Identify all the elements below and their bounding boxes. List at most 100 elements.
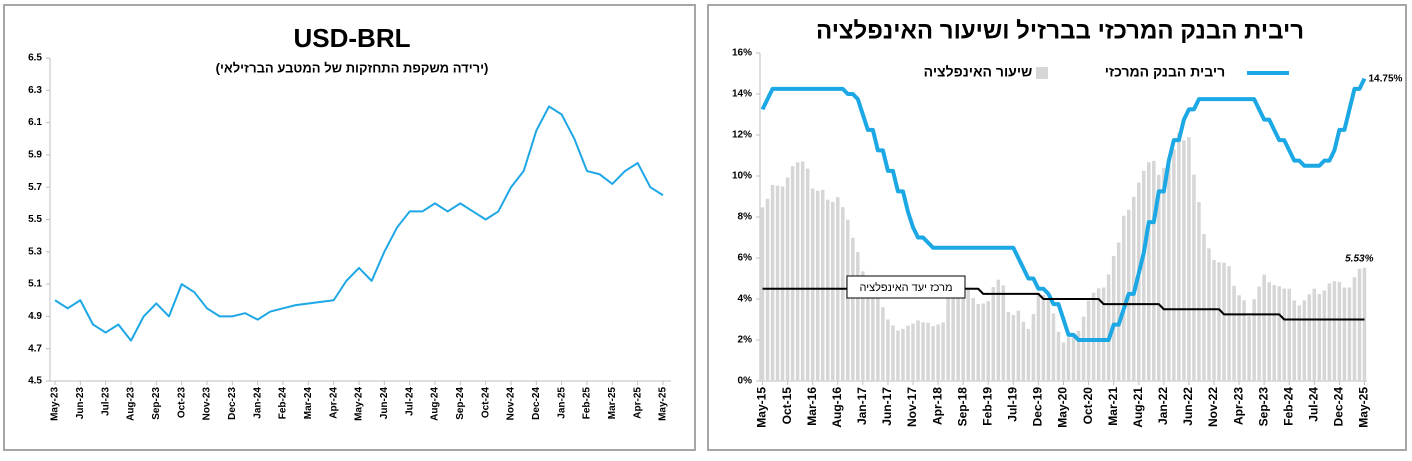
x-tick-label: Jul-23	[100, 387, 111, 416]
y-tick-label: 12%	[732, 130, 752, 141]
bar	[1061, 342, 1066, 381]
bar	[1322, 290, 1327, 381]
bar	[1111, 255, 1116, 381]
y-tick-label: 5.3	[28, 246, 42, 257]
x-tick-label: Nov-24	[506, 387, 517, 421]
x-tick-label: Jun-22	[1181, 387, 1195, 426]
x-tick-label: Jan-22	[1156, 387, 1170, 425]
bar	[901, 328, 905, 381]
bar	[1337, 281, 1342, 381]
bar	[775, 185, 780, 381]
bar	[815, 190, 820, 381]
x-tick-label: Sep-24	[455, 387, 466, 420]
line	[760, 77, 1367, 342]
x-tick-label: Jan-24	[252, 387, 263, 419]
bar	[1041, 295, 1046, 381]
x-tick-label: Oct-24	[480, 387, 491, 419]
x-tick-label: Feb-25	[582, 387, 593, 420]
bar	[1212, 260, 1216, 381]
bar	[1237, 295, 1241, 381]
line	[54, 105, 664, 342]
x-tick-label: Jun-23	[75, 387, 86, 420]
bar	[1157, 174, 1161, 381]
x-tick-label: Mar-21	[1106, 387, 1120, 426]
bar	[1081, 316, 1086, 381]
bar	[991, 287, 996, 381]
y-tick-label: 14%	[732, 89, 752, 100]
bar	[1142, 170, 1146, 381]
bar	[1036, 292, 1041, 381]
bar	[846, 219, 850, 381]
data-label: 5.53%	[1345, 253, 1373, 264]
bar	[1232, 285, 1236, 381]
x-tick-label: Dec-23	[227, 387, 238, 420]
bar	[1292, 300, 1297, 381]
bar	[1071, 333, 1076, 381]
bar	[1001, 285, 1006, 381]
x-tick-label: Jan-17	[855, 387, 869, 425]
y-tick-label: 5.1	[28, 279, 42, 290]
bar	[1192, 174, 1196, 381]
bar	[931, 326, 935, 381]
bar	[780, 186, 785, 381]
bar	[765, 198, 770, 381]
bar	[1342, 287, 1347, 381]
legend-swatch	[1036, 67, 1048, 79]
left-panel	[3, 4, 696, 451]
bar	[1172, 149, 1176, 381]
bar	[891, 325, 895, 381]
y-tick-label: 4.7	[28, 343, 42, 354]
bar	[871, 287, 875, 381]
bar	[1297, 305, 1302, 381]
x-tick-label: Apr-23	[1231, 387, 1245, 425]
bar	[820, 189, 825, 381]
x-tick-label: May-25	[1357, 387, 1371, 428]
data-label: 14.75%	[1368, 73, 1402, 84]
bar	[795, 162, 800, 381]
bar	[856, 252, 860, 381]
bar	[1096, 288, 1101, 381]
bar	[1162, 168, 1166, 381]
bar	[956, 295, 960, 381]
bar	[936, 324, 940, 381]
y-tick-label: 5.5	[28, 214, 42, 225]
x-tick-label: Nov-22	[1206, 387, 1220, 427]
bar	[941, 322, 945, 381]
bar	[906, 325, 910, 381]
bar	[1207, 248, 1211, 381]
x-tick-label: Jul-24	[1306, 387, 1320, 422]
bar	[861, 271, 865, 381]
bar	[1031, 313, 1036, 381]
bar	[1091, 292, 1096, 381]
bar	[986, 301, 991, 381]
bar	[1076, 330, 1081, 381]
bar	[1116, 242, 1121, 381]
legend-label: ריבית הבנק המרכזי	[1105, 64, 1225, 80]
bar	[1147, 162, 1151, 381]
bar	[1006, 311, 1011, 381]
bar	[1182, 140, 1186, 381]
x-tick-label: Apr-18	[930, 387, 944, 425]
annotation: מרכז יעד האינפלציה	[859, 281, 952, 294]
y-tick-label: 0%	[738, 376, 753, 387]
x-tick-label: Apr-25	[632, 387, 643, 419]
bar	[1217, 262, 1221, 381]
bar	[785, 177, 790, 381]
bar	[1121, 215, 1126, 381]
y-tick-label: 4.9	[28, 311, 42, 322]
bar	[1332, 281, 1337, 381]
y-tick-label: 4%	[738, 294, 753, 305]
bar	[1177, 132, 1181, 381]
bar	[1272, 285, 1276, 381]
x-tick-label: Feb-24	[1281, 387, 1295, 426]
bar	[1302, 300, 1307, 381]
x-tick-label: May-15	[755, 387, 769, 428]
bar	[1312, 288, 1317, 381]
bar	[1202, 234, 1206, 381]
x-tick-label: Jun-24	[379, 387, 390, 420]
bar	[1252, 299, 1256, 381]
x-tick-label: May-25	[658, 387, 669, 421]
bar	[1262, 274, 1266, 381]
bar	[1287, 288, 1291, 381]
